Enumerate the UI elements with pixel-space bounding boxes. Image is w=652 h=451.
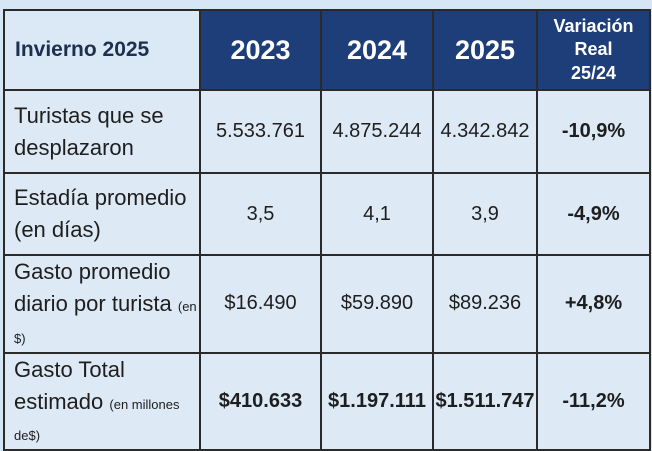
cell-variation: -11,2% xyxy=(536,351,651,451)
header-variation-line1: Variación Real xyxy=(553,15,634,60)
header-row: Invierno 2025 2023 2024 2025 Variación R… xyxy=(3,9,651,91)
row-label-line1: Gasto Total xyxy=(14,356,125,382)
cell-2024: 4.875.244 xyxy=(320,89,434,174)
row-label-line2: desplazaron xyxy=(14,134,134,160)
cell-2023: 3,5 xyxy=(199,172,322,256)
cell-2023: $410.633 xyxy=(199,351,322,451)
cell-2025: 3,9 xyxy=(432,172,538,256)
row-label-line2: (en días) xyxy=(14,217,101,242)
cell-2024: $59.890 xyxy=(320,254,434,354)
header-2024: 2024 xyxy=(320,9,434,91)
table-row: Estadía promedio (en días) 3,5 4,1 3,9 -4… xyxy=(3,172,651,256)
header-2023: 2023 xyxy=(199,9,322,91)
cell-variation: +4,8% xyxy=(536,254,651,354)
cell-variation: -4,9% xyxy=(536,172,651,256)
cell-2025: 4.342.842 xyxy=(432,89,538,174)
table-row: Gasto Total estimado (en millones de$) $4… xyxy=(3,351,651,451)
row-label: Gasto Total estimado (en millones de$) xyxy=(3,351,201,451)
cell-2025: $1.511.747 xyxy=(432,351,538,451)
table-row: Turistas que se desplazaron 5.533.761 4.8… xyxy=(3,89,651,174)
row-label: Estadía promedio (en días) xyxy=(3,172,201,256)
cell-variation: -10,9% xyxy=(536,89,651,174)
cell-2023: 5.533.761 xyxy=(199,89,322,174)
header-variation-line2: 25/24 xyxy=(570,62,617,83)
winter-tourism-table: Invierno 2025 2023 2024 2025 Variación R… xyxy=(3,9,651,451)
header-variation: Variación Real 25/24 xyxy=(536,9,651,91)
cell-2025: $89.236 xyxy=(432,254,538,354)
row-label-line2: estimado xyxy=(14,388,104,414)
cell-2023: $16.490 xyxy=(199,254,322,354)
row-label-unit: (en $) xyxy=(14,298,197,346)
row-label: Gasto promedio diario por turista (en $) xyxy=(3,254,201,354)
row-label-line1: Turistas que se xyxy=(14,102,164,128)
row-label-line1: Gasto promedio xyxy=(14,259,171,284)
table-row: Gasto promedio diario por turista (en $) … xyxy=(3,254,651,354)
row-label: Turistas que se desplazaron xyxy=(3,89,201,174)
cell-2024: $1.197.111 xyxy=(320,351,434,451)
row-label-line2: diario por turista xyxy=(14,290,172,316)
corner-label: Invierno 2025 xyxy=(3,9,201,91)
cell-2024: 4,1 xyxy=(320,172,434,256)
header-2025: 2025 xyxy=(432,9,538,91)
row-label-line1: Estadía promedio xyxy=(14,185,187,211)
